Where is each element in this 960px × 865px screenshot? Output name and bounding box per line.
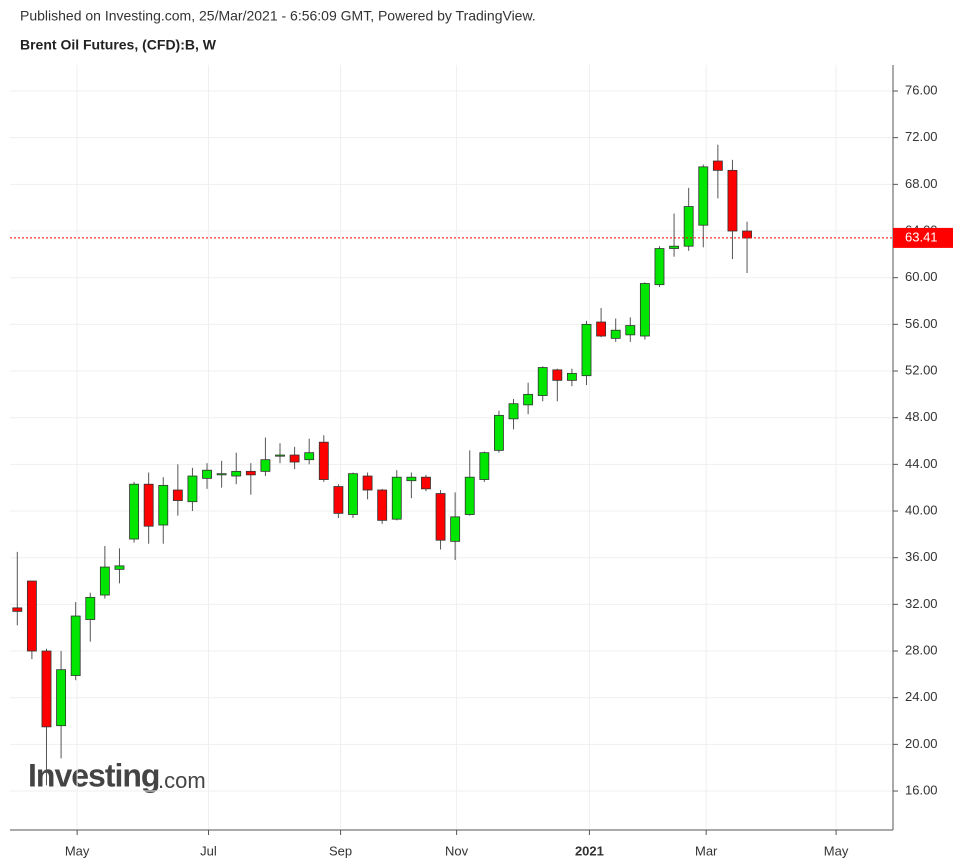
x-tick-label: 2021 <box>575 843 604 858</box>
y-tick-label: 24.00 <box>905 689 938 704</box>
candle-body <box>479 452 490 480</box>
candle-body <box>172 489 183 501</box>
candle-body <box>435 493 446 541</box>
candle-body <box>289 454 300 463</box>
y-tick-label: 56.00 <box>905 316 938 331</box>
y-tick-label: 44.00 <box>905 456 938 471</box>
candle-body <box>596 321 607 337</box>
y-tick-label: 68.00 <box>905 176 938 191</box>
candle-body <box>508 403 519 420</box>
x-tick-label: Jul <box>200 843 217 858</box>
y-tick-label: 72.00 <box>905 129 938 144</box>
candle-body <box>537 367 548 396</box>
candle-body <box>625 325 636 336</box>
candle-body <box>654 248 665 286</box>
candle-body <box>129 483 139 540</box>
last-price-label: 63.41 <box>905 229 938 244</box>
candle-body <box>377 489 388 521</box>
candle-body <box>202 469 212 479</box>
candle-body <box>698 166 709 226</box>
candle-body <box>41 650 52 728</box>
candle-body <box>450 516 461 542</box>
candle-body <box>143 483 154 527</box>
y-tick-label: 48.00 <box>905 409 938 424</box>
candle-body <box>523 393 534 406</box>
candle-body <box>421 476 431 490</box>
candle-body <box>245 470 256 476</box>
candle-body <box>12 607 23 612</box>
candle-body <box>231 470 242 477</box>
candle-body <box>464 476 475 515</box>
candle-body <box>610 329 621 339</box>
candle-body <box>158 484 169 526</box>
candle-body <box>552 369 563 381</box>
candle-body <box>187 475 198 503</box>
candle-body <box>348 473 358 515</box>
candle-body <box>99 566 110 596</box>
candle-body <box>216 473 227 476</box>
candle-body <box>333 486 344 514</box>
y-tick-label: 36.00 <box>905 549 938 564</box>
candle-body <box>56 669 67 727</box>
candle-body <box>318 441 329 480</box>
chart-title: Brent Oil Futures, (CFD):B, W <box>20 37 217 53</box>
candle-body <box>581 323 592 377</box>
watermark-suffix: .com <box>158 768 206 793</box>
candle-body <box>275 454 285 457</box>
published-note: Published on Investing.com, 25/Mar/2021 … <box>20 8 536 24</box>
last-price-badge <box>893 227 953 248</box>
candle-body <box>494 414 504 451</box>
y-tick-label: 60.00 <box>905 269 938 284</box>
x-tick-label: Sep <box>329 843 352 858</box>
x-tick-label: Nov <box>445 843 469 858</box>
y-tick-label: 32.00 <box>905 596 938 611</box>
candle-body <box>406 476 417 482</box>
candle-body <box>566 372 577 381</box>
candle-body <box>85 596 96 620</box>
candle-body <box>26 580 37 652</box>
candle-body <box>712 160 723 171</box>
candle-body <box>727 169 738 232</box>
watermark-main: Investing <box>28 757 159 793</box>
y-tick-label: 76.00 <box>905 82 938 97</box>
candle-body <box>114 565 125 570</box>
y-tick-label: 20.00 <box>905 736 938 751</box>
x-tick-label: May <box>65 843 90 858</box>
candle-body <box>742 230 752 239</box>
candle-body <box>639 283 650 337</box>
y-tick-label: 40.00 <box>905 502 938 517</box>
x-tick-label: Mar <box>695 843 718 858</box>
candle-body <box>260 459 271 472</box>
candle-body <box>70 615 81 676</box>
x-tick-label: May <box>824 843 849 858</box>
y-tick-label: 52.00 <box>905 362 938 377</box>
y-tick-label: 28.00 <box>905 642 938 657</box>
y-tick-label: 16.00 <box>905 782 938 797</box>
candle-body <box>683 206 694 247</box>
candle-body <box>391 476 402 520</box>
candle-body <box>669 245 679 249</box>
candle-body <box>362 475 373 491</box>
candle-body <box>304 452 315 461</box>
